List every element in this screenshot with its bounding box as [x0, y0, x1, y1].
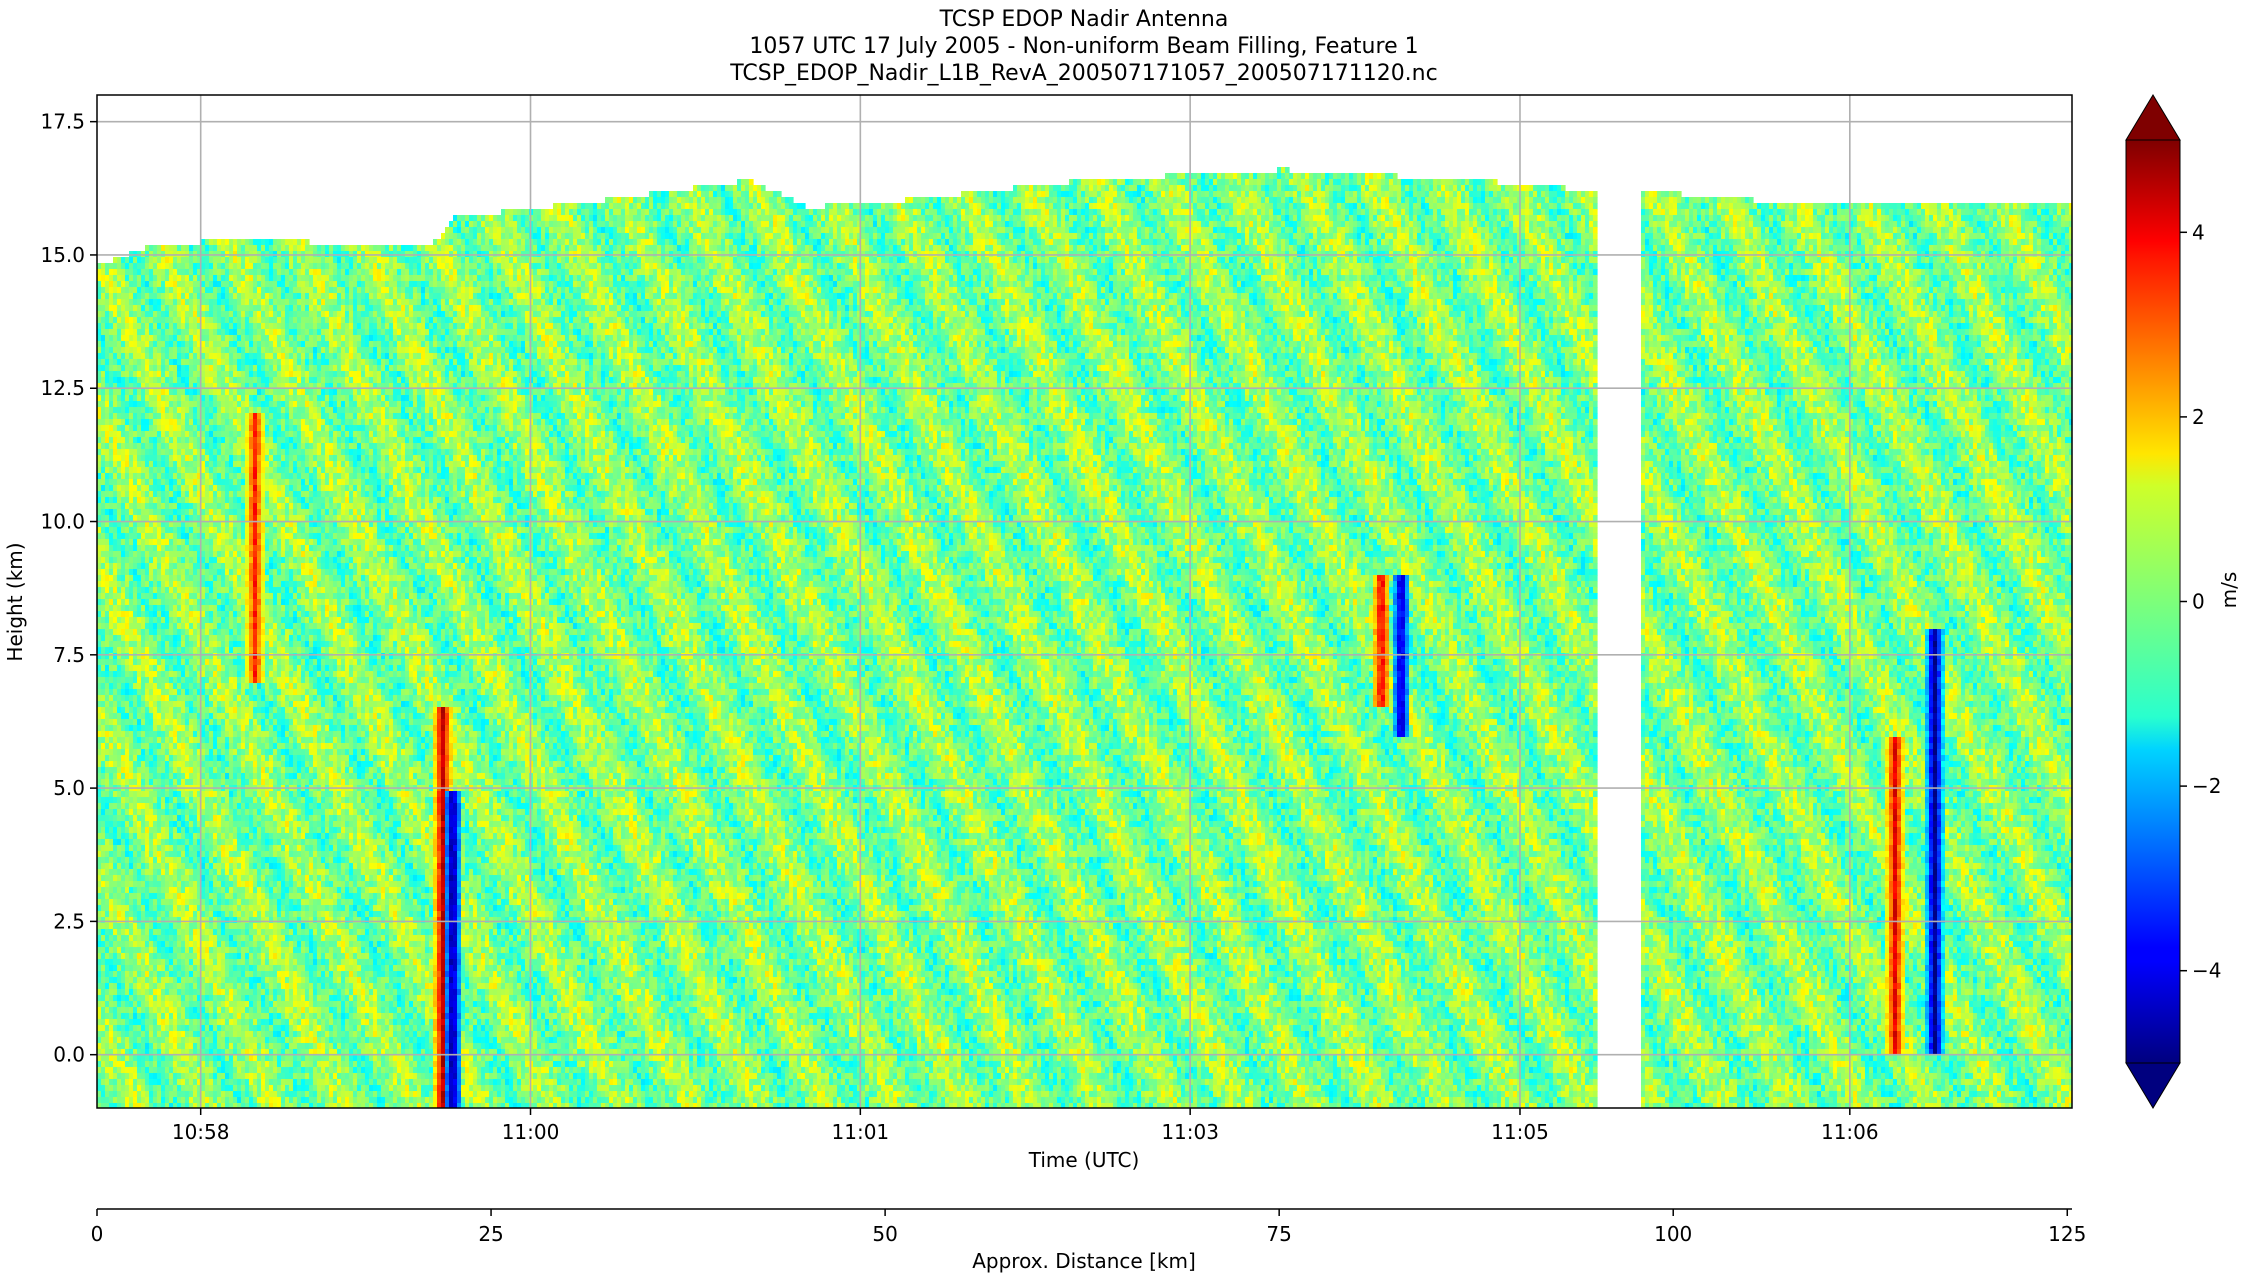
- distance-tick-label: 125: [2048, 1222, 2086, 1246]
- distance-axis-label: Approx. Distance [km]: [972, 1249, 1196, 1273]
- time-tick-label: 10:58: [172, 1120, 230, 1144]
- distance-tick-label: 0: [91, 1222, 104, 1246]
- time-tick-label: 11:05: [1491, 1120, 1549, 1144]
- y-tick-label: 5.0: [53, 776, 85, 800]
- y-tick-label: 15.0: [40, 243, 85, 267]
- chart-title-line-2: 1057 UTC 17 July 2005 - Non-uniform Beam…: [749, 34, 1418, 59]
- distance-tick-label: 75: [1266, 1222, 1291, 1246]
- colorbar-label: m/s: [2217, 572, 2241, 609]
- colorbar: 4 2 0 −2 −4 m/s: [2126, 95, 2241, 1108]
- time-tick-label: 11:03: [1161, 1120, 1219, 1144]
- colorbar-tick-label: 4: [2192, 220, 2205, 244]
- colorbar-gradient: [2126, 140, 2180, 1063]
- colorbar-tick-label: 0: [2192, 590, 2205, 614]
- time-tick-label: 11:00: [502, 1120, 560, 1144]
- y-axis: 0.0 2.5 5.0 7.5 10.0 12.5 15.0 17.5: [40, 110, 97, 1067]
- time-axis: 10:58 11:00 11:01 11:03 11:05 11:06: [172, 1108, 1879, 1144]
- x-axis-label: Time (UTC): [1028, 1148, 1140, 1172]
- colorbar-extend-max: [2126, 95, 2180, 140]
- time-tick-label: 11:06: [1821, 1120, 1879, 1144]
- colorbar-extend-min: [2126, 1063, 2180, 1108]
- y-tick-label: 12.5: [40, 376, 85, 400]
- chart-title-line-1: TCSP EDOP Nadir Antenna: [939, 7, 1229, 32]
- time-tick-label: 11:01: [832, 1120, 890, 1144]
- distance-axis: 0 25 50 75 100 125: [91, 1209, 2087, 1246]
- plot-area: 0.02.55.07.510.012.515.017.5 10:58 11:00 1…: [40, 95, 2073, 1144]
- y-tick-label: 2.5: [53, 909, 85, 933]
- colorbar-tick-label: 2: [2192, 405, 2205, 429]
- y-tick-label: 17.5: [40, 110, 85, 134]
- distance-tick-label: 50: [872, 1222, 897, 1246]
- distance-tick-label: 100: [1654, 1222, 1692, 1246]
- distance-tick-label: 25: [478, 1222, 503, 1246]
- velocity-field: [97, 167, 2074, 1110]
- y-tick-label: 10.0: [40, 510, 85, 534]
- colorbar-tick-label: −2: [2192, 774, 2221, 798]
- colorbar-tick-label: −4: [2192, 959, 2221, 983]
- y-tick-label: 0.0: [53, 1043, 85, 1067]
- chart-title-line-3: TCSP_EDOP_Nadir_L1B_RevA_200507171057_20…: [729, 61, 1437, 86]
- y-tick-label: 7.5: [53, 643, 85, 667]
- y-axis-label: Height (km): [3, 542, 27, 661]
